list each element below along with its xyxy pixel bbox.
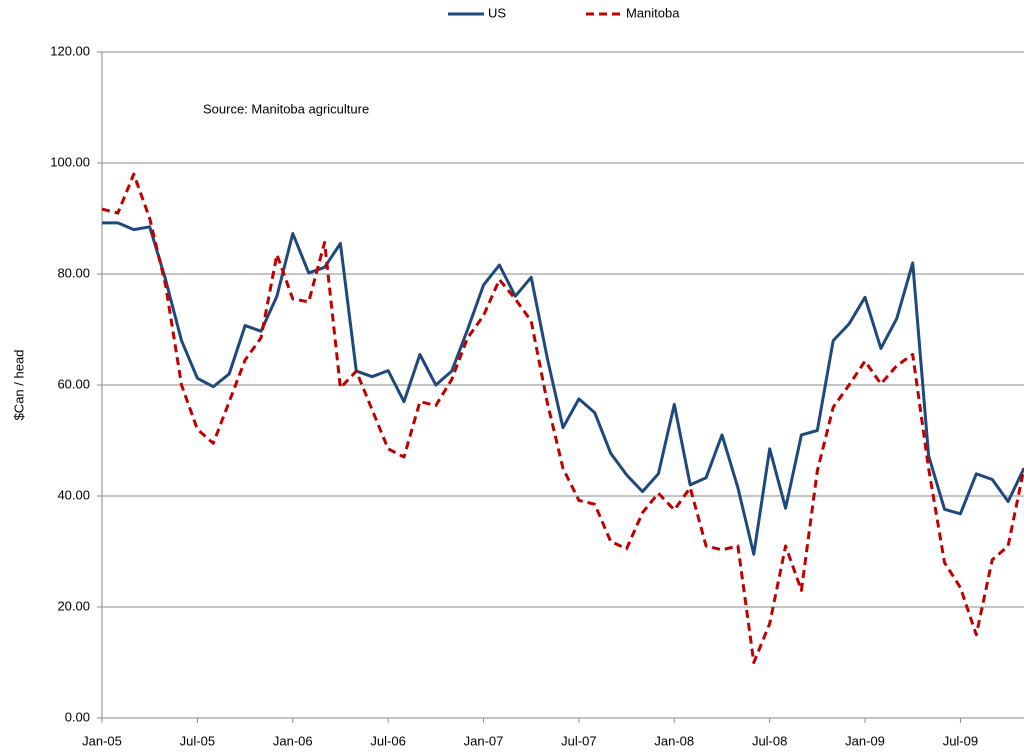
series-line	[101, 172, 1024, 664]
x-tick-label: Jul-07	[561, 733, 596, 748]
y-tick-label: 0.00	[65, 709, 90, 724]
y-tick-label: 80.00	[57, 265, 90, 280]
y-tick-label: 20.00	[57, 598, 90, 613]
y-tick-label: 40.00	[57, 487, 90, 502]
x-tick-label: Jan-05	[82, 733, 122, 748]
x-tick-label: Jul-06	[370, 733, 405, 748]
series-line	[102, 221, 1024, 556]
y-tick-label: 120.00	[50, 43, 90, 58]
annotation: Source: Manitoba agriculture	[203, 101, 369, 116]
x-tick-label: Jan-07	[464, 733, 504, 748]
x-tick-label: Jan-09	[845, 733, 885, 748]
y-tick-label: 100.00	[50, 154, 90, 169]
x-tick-label: Jan-08	[654, 733, 694, 748]
y-axis-label: $Can / head	[11, 350, 26, 421]
x-tick-label: Jul-05	[180, 733, 215, 748]
legend-label: US	[488, 5, 506, 20]
x-tick-label: Jul-08	[752, 733, 787, 748]
y-tick-label: 60.00	[57, 376, 90, 391]
legend-label: Manitoba	[626, 5, 680, 20]
x-tick-label: Jul-09	[943, 733, 978, 748]
x-tick-label: Jan-06	[273, 733, 313, 748]
